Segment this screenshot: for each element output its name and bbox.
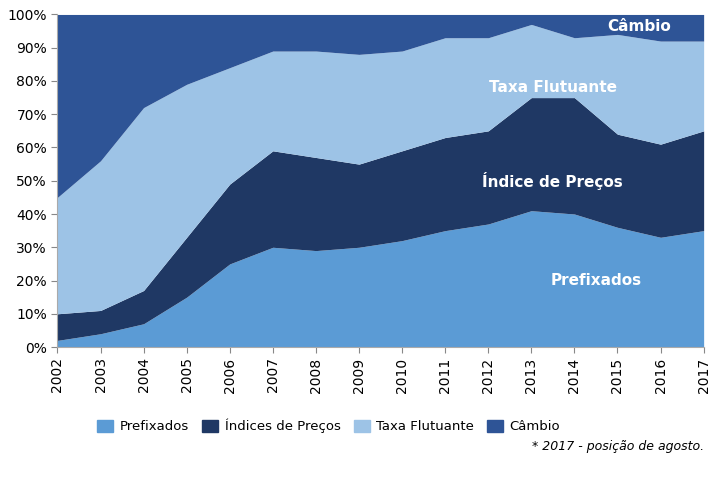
Text: Taxa Flutuante: Taxa Flutuante <box>489 80 617 95</box>
Text: Câmbio: Câmbio <box>607 19 671 34</box>
Legend: Prefixados, Índices de Preços, Taxa Flutuante, Câmbio: Prefixados, Índices de Preços, Taxa Flut… <box>92 414 566 439</box>
Text: Prefixados: Prefixados <box>551 273 641 288</box>
Text: Índice de Preços: Índice de Preços <box>482 172 623 190</box>
Text: * 2017 - posição de agosto.: * 2017 - posição de agosto. <box>531 440 704 453</box>
